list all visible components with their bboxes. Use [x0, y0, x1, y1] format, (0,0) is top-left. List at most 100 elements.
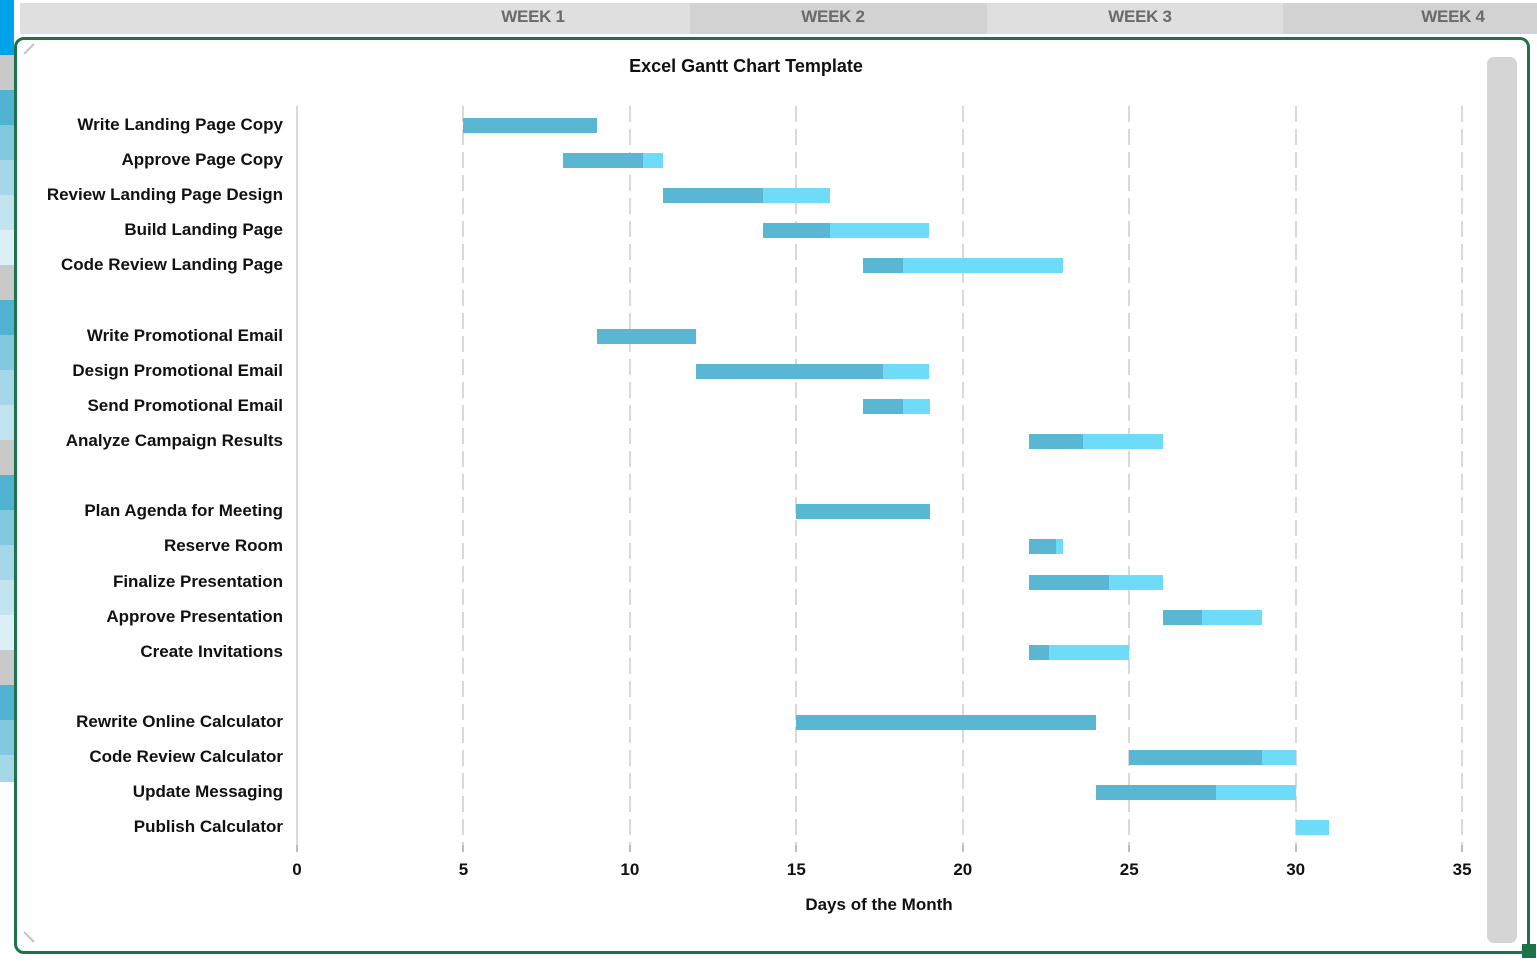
gridline: [628, 106, 631, 845]
week4-label: WEEK 4: [1421, 7, 1485, 26]
task-label: Send Promotional Email: [87, 395, 283, 415]
axis-tick: [1461, 845, 1464, 852]
gantt-bar-complete-segment: [1095, 785, 1216, 801]
worksheet-cell-stripe[interactable]: [0, 405, 14, 440]
gantt-bar-complete-segment: [1162, 609, 1203, 625]
worksheet-cell-stripe[interactable]: [0, 230, 14, 265]
task-label: Review Landing Page Design: [46, 185, 283, 205]
gantt-bar[interactable]: [696, 363, 930, 379]
task-label: Update Messaging: [132, 782, 283, 802]
axis-tick: [628, 845, 631, 852]
gantt-bar[interactable]: [1029, 644, 1130, 660]
x-tick-label: 35: [1452, 860, 1472, 879]
axis-tick: [462, 845, 465, 852]
worksheet-cell-stripe[interactable]: [0, 510, 14, 545]
worksheet-cell-stripe[interactable]: [0, 370, 14, 405]
chart-scrollbar-thumb[interactable]: [1487, 57, 1517, 943]
worksheet-cell-stripe[interactable]: [0, 545, 14, 580]
gantt-bar[interactable]: [463, 118, 597, 133]
worksheet-cell-stripe[interactable]: [0, 90, 14, 125]
gantt-bar-complete-segment: [563, 153, 644, 169]
worksheet-cell-stripe[interactable]: [0, 55, 14, 90]
gantt-bar-complete-segment: [862, 398, 903, 414]
plot-area: 0 5 10 15 20 25 30 35 Write Landing Page Copy App…: [17, 40, 1521, 945]
gantt-bar[interactable]: [1162, 609, 1263, 625]
worksheet-cell-stripe[interactable]: [0, 195, 14, 230]
worksheet-cell-stripe[interactable]: [0, 755, 14, 782]
week3-header-cell[interactable]: [987, 3, 1283, 34]
gantt-bar-complete-segment: [796, 715, 1096, 731]
gantt-bar-complete-segment: [763, 223, 830, 239]
gantt-chart-frame[interactable]: Excel Gantt Chart Template 0 5 10 15 20 25 30 3…: [14, 37, 1530, 954]
task-label: Plan Agenda for Meeting: [84, 501, 283, 521]
worksheet-cell-stripe[interactable]: [0, 265, 14, 300]
gantt-bar[interactable]: [1129, 750, 1296, 766]
worksheet-cell-stripe[interactable]: [0, 685, 14, 720]
gantt-bar[interactable]: [1029, 574, 1163, 590]
gantt-bar-complete-segment: [1029, 434, 1083, 450]
week1-label: WEEK 1: [501, 7, 565, 26]
gantt-bar-complete-segment: [1029, 644, 1050, 660]
x-tick-label: 5: [458, 860, 469, 879]
gantt-bar-complete-segment: [596, 328, 697, 344]
worksheet-cell-stripe[interactable]: [0, 125, 14, 160]
task-label: Analyze Campaign Results: [65, 431, 283, 451]
x-tick-label: 30: [1286, 860, 1306, 879]
gridline: [462, 106, 465, 845]
x-tick-label: 25: [1119, 860, 1139, 879]
x-tick-label: 15: [786, 860, 806, 879]
worksheet-cell-stripe[interactable]: [0, 580, 14, 615]
gantt-bar[interactable]: [796, 715, 1096, 731]
week2-header-cell[interactable]: [690, 3, 987, 34]
worksheet-cell-stripe[interactable]: [0, 720, 14, 755]
gantt-bar-complete-segment: [1029, 539, 1056, 555]
week3-label: WEEK 3: [1108, 7, 1172, 26]
gantt-bar[interactable]: [763, 223, 930, 239]
task-label: Approve Page Copy: [121, 150, 283, 170]
gantt-bar[interactable]: [1095, 785, 1296, 801]
gantt-bar[interactable]: [663, 188, 830, 204]
task-label: Code Review Landing Page: [61, 255, 283, 275]
week2-label: WEEK 2: [801, 7, 865, 26]
gantt-bar[interactable]: [1029, 434, 1163, 450]
gantt-bar[interactable]: [862, 398, 930, 414]
week1-header-cell[interactable]: [20, 3, 690, 34]
worksheet-cell-stripe[interactable]: [0, 475, 14, 510]
gantt-bar[interactable]: [563, 153, 664, 169]
gantt-bar[interactable]: [596, 328, 697, 344]
worksheet-cell-stripe[interactable]: [0, 300, 14, 335]
x-tick-label: 10: [620, 860, 640, 879]
week4-header-cell[interactable]: [1283, 3, 1537, 34]
gantt-bar-complete-segment: [862, 258, 903, 274]
gantt-bar[interactable]: [1029, 539, 1063, 555]
worksheet-cell-stripe[interactable]: [0, 335, 14, 370]
gantt-bar-complete-segment: [463, 118, 597, 133]
task-label: Write Landing Page Copy: [77, 115, 283, 134]
worksheet-cell-stripe[interactable]: [0, 650, 14, 685]
task-label: Write Promotional Email: [86, 325, 283, 345]
week-header-band: WEEK 1 WEEK 2 WEEK 3 WEEK 4: [0, 3, 1537, 34]
x-tick-label: 0: [292, 860, 302, 879]
chart-title[interactable]: Excel Gantt Chart Template: [629, 56, 863, 76]
task-label: Rewrite Online Calculator: [76, 712, 283, 732]
gantt-bar-complete-segment: [1029, 574, 1110, 590]
gantt-bar[interactable]: [796, 504, 930, 520]
gantt-bar-complete-segment: [796, 504, 930, 520]
task-label: Build Landing Page: [124, 220, 283, 240]
axis-tick: [296, 845, 298, 852]
gantt-bar[interactable]: [1295, 820, 1329, 836]
gridline: [795, 106, 798, 845]
gridline: [961, 106, 964, 845]
worksheet-cell-stripe[interactable]: [0, 615, 14, 650]
gantt-bar-complete-segment: [663, 188, 764, 204]
chart-selection-handle[interactable]: [1522, 944, 1536, 958]
worksheet-cell-stripe[interactable]: [0, 440, 14, 475]
row-color-stripe-column[interactable]: [0, 0, 14, 970]
worksheet-cell-stripe[interactable]: [0, 160, 14, 195]
task-label: Design Promotional Email: [72, 360, 283, 380]
task-label: Publish Calculator: [133, 817, 283, 837]
gantt-bar[interactable]: [862, 258, 1063, 274]
worksheet-cell-stripe[interactable]: [0, 0, 14, 55]
y-axis-line: [296, 106, 298, 845]
x-tick-label: 20: [953, 860, 973, 879]
